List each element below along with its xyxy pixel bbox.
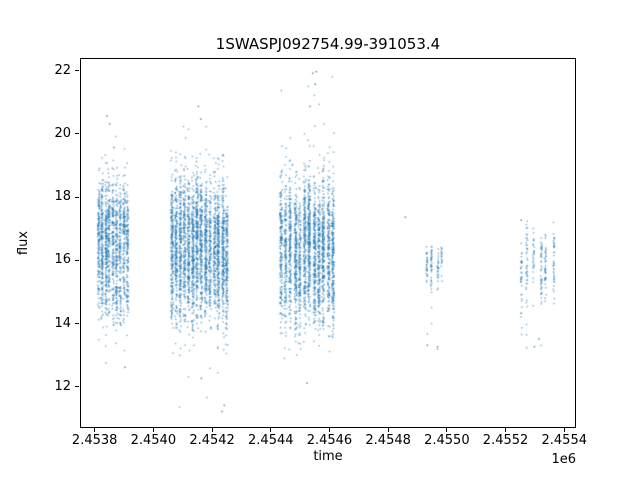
y-tick-label: 12 — [54, 378, 71, 394]
x-tick-label: 2.4546 — [306, 433, 353, 448]
y-tick-mark — [75, 70, 79, 72]
y-tick-label: 14 — [54, 315, 71, 331]
x-tick-label: 2.4554 — [541, 433, 588, 448]
x-axis-label: time — [313, 449, 343, 464]
x-tick-mark — [94, 428, 96, 432]
y-tick-label: 16 — [54, 252, 71, 268]
chart-title: 1SWASPJ092754.99-391053.4 — [215, 35, 441, 53]
x-tick-mark — [387, 428, 389, 432]
x-tick-mark — [270, 428, 272, 432]
x-tick-label: 2.4540 — [130, 433, 177, 448]
y-tick-mark — [75, 323, 79, 325]
plot-area — [80, 58, 577, 429]
y-tick-mark — [75, 196, 79, 198]
y-tick-mark — [75, 259, 79, 261]
scatter-canvas — [81, 59, 577, 429]
x-tick-mark — [152, 428, 154, 432]
x-tick-mark — [328, 428, 330, 432]
y-tick-label: 20 — [54, 125, 71, 141]
x-tick-mark — [563, 428, 565, 432]
x-tick-mark — [505, 428, 507, 432]
x-tick-label: 2.4538 — [71, 433, 118, 448]
x-tick-label: 2.4542 — [189, 433, 235, 448]
y-tick-mark — [75, 133, 79, 135]
x-tick-label: 2.4550 — [424, 433, 470, 448]
y-tick-mark — [75, 386, 79, 388]
x-offset-label: 1e6 — [551, 452, 576, 467]
x-tick-label: 2.4552 — [482, 433, 529, 448]
y-tick-label: 22 — [54, 62, 71, 78]
x-tick-label: 2.4544 — [248, 433, 294, 448]
y-tick-label: 18 — [54, 189, 71, 205]
x-tick-mark — [211, 428, 213, 432]
x-tick-label: 2.4548 — [365, 433, 411, 448]
x-tick-mark — [446, 428, 448, 432]
